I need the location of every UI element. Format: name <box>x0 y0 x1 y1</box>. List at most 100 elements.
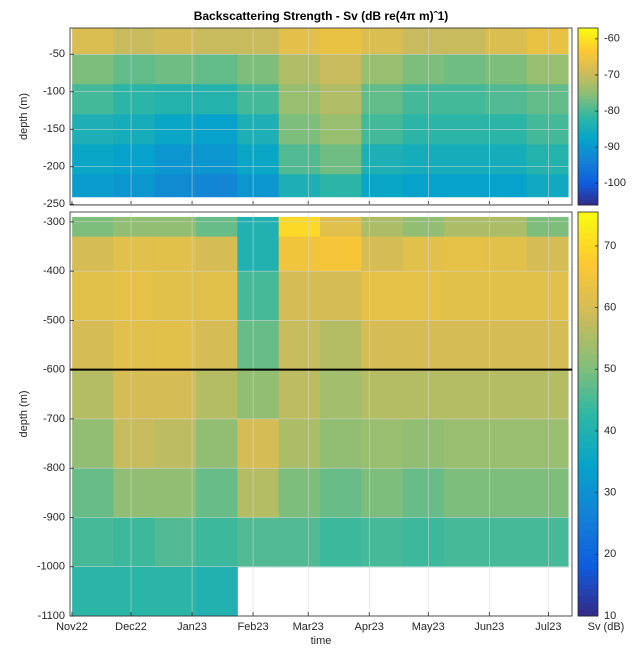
heatmap-cell <box>320 468 362 518</box>
heatmap-cell <box>485 144 528 175</box>
heatmap-cell <box>113 517 156 568</box>
heatmap-cell <box>361 517 404 568</box>
heatmap-cell <box>71 369 114 420</box>
heatmap-cell <box>320 271 362 321</box>
y-tick-label: -1100 <box>38 610 65 622</box>
colorbar-strip <box>578 481 598 489</box>
heatmap-cell <box>113 84 156 115</box>
x-tick-label: Jul23 <box>535 621 561 633</box>
colorbar-strip <box>578 454 598 462</box>
heatmap-cell <box>526 418 569 469</box>
colorbar-strip <box>578 184 598 188</box>
heatmap-cell <box>278 236 321 272</box>
heatmap-cell <box>195 566 238 617</box>
heatmap-cell <box>526 468 569 518</box>
colorbar-strip <box>578 373 598 381</box>
colorbar-strip <box>578 69 598 73</box>
heatmap-cell <box>71 84 114 115</box>
heatmap-cell <box>237 54 280 85</box>
heatmap-cell <box>361 54 404 85</box>
heatmap-cell <box>237 144 280 175</box>
colorbar-strip <box>578 154 598 159</box>
y-tick-label: -200 <box>43 161 65 173</box>
y-tick-label: -50 <box>49 48 65 60</box>
heatmap-cell <box>113 320 156 371</box>
colorbar-strip <box>578 407 598 415</box>
colorbar-strip <box>578 66 598 70</box>
heatmap-cell <box>278 517 321 568</box>
heatmap-cell <box>320 144 362 175</box>
heatmap-cell <box>113 369 156 420</box>
colorbar-strip <box>578 140 598 144</box>
heatmap-cell <box>361 174 404 198</box>
colorbar-strip <box>578 272 598 280</box>
y-tick-label: -800 <box>43 462 65 474</box>
heatmap-cell <box>237 468 280 518</box>
colorbar-strip <box>578 92 598 97</box>
heatmap-cell <box>71 174 114 198</box>
heatmap-cell <box>402 84 445 115</box>
heatmap-cell <box>278 418 321 469</box>
heatmap-cell <box>237 174 280 198</box>
heatmap-cell <box>237 28 280 55</box>
colorbar-tick-label: 40 <box>604 425 616 437</box>
heatmap-cell <box>113 236 156 272</box>
colorbar-strip <box>578 555 598 563</box>
heatmap-cell <box>195 369 238 420</box>
heatmap-cell <box>154 468 197 518</box>
colorbar-strip <box>578 212 598 220</box>
colorbar-strip <box>578 33 598 38</box>
colorbar-strip <box>578 595 598 604</box>
colorbar-strip <box>578 286 598 294</box>
colorbar-strip <box>578 346 598 354</box>
colorbar-strip <box>578 528 598 536</box>
heatmap-cell <box>278 369 321 420</box>
colorbar-strip <box>578 333 598 341</box>
heatmap-cell <box>71 54 114 85</box>
colorbar-strip <box>578 313 598 321</box>
colorbar-tick-label: -60 <box>604 33 620 45</box>
colorbar-strip <box>578 494 598 503</box>
heatmap-cell <box>71 144 114 175</box>
heatmap-cell <box>320 236 362 272</box>
heatmap-cell <box>237 369 280 420</box>
colorbar-strip <box>578 232 598 240</box>
heatmap-cell <box>113 144 156 175</box>
colorbar-strip <box>578 306 598 314</box>
heatmap-cell <box>402 369 445 420</box>
colorbar-strip <box>578 113 598 117</box>
heatmap-cell <box>526 28 569 55</box>
colorbar-strip <box>578 380 598 388</box>
colorbar-tick-label: -80 <box>604 105 620 117</box>
heatmap-cell <box>237 271 280 321</box>
heatmap-cell <box>485 517 528 568</box>
heatmap-cell <box>526 320 569 371</box>
x-tick-label: Feb23 <box>237 621 268 633</box>
heatmap-cell <box>195 54 238 85</box>
colorbar-strip <box>578 190 598 194</box>
heatmap-cell <box>113 418 156 469</box>
heatmap-cell <box>154 28 197 55</box>
heatmap-cell <box>361 28 404 55</box>
colorbar-strip <box>578 137 598 141</box>
heatmap-cell <box>402 216 445 238</box>
colorbar-frame <box>577 211 599 617</box>
heatmap-cell <box>320 369 362 420</box>
colorbar-strip <box>578 122 598 126</box>
heatmap-cell <box>402 144 445 175</box>
heatmap-cell <box>71 468 114 518</box>
heatmap-cell <box>361 271 404 321</box>
colorbar-strip <box>578 420 598 428</box>
colorbar-strip <box>578 427 598 435</box>
colorbar-strip <box>578 467 598 476</box>
plot-frame <box>69 211 573 617</box>
x-tick-label: May23 <box>412 621 445 633</box>
heatmap-cell <box>71 517 114 568</box>
colorbar-strip <box>578 199 598 203</box>
y-tick-label: -400 <box>43 265 65 277</box>
y-axis-label: depth (m) <box>18 93 30 140</box>
colorbar-strip <box>578 366 598 375</box>
colorbar-tick-label: 50 <box>604 363 616 375</box>
heatmap-cell <box>320 54 362 85</box>
colorbar-tick-label: -100 <box>604 177 626 189</box>
